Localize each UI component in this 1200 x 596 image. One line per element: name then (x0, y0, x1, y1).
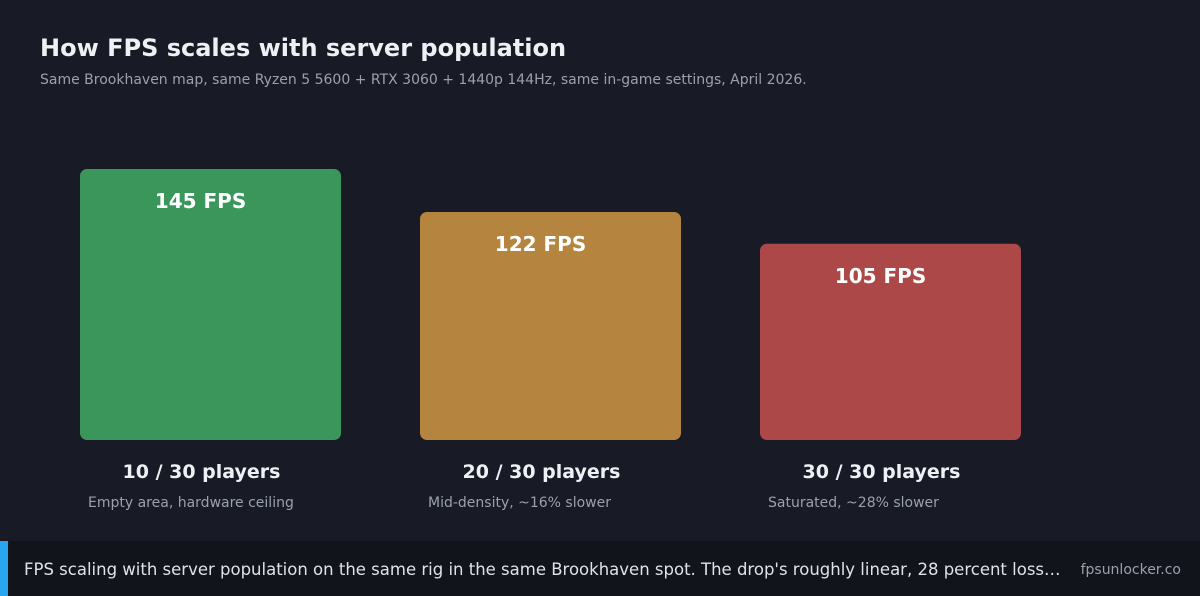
caption-text: FPS scaling with server population on th… (24, 560, 1064, 579)
caption-accent-bar (0, 541, 8, 596)
bar-chart: 145 FPS 10 / 30 players Empty area, hardwa… (80, 169, 1021, 511)
bar-3 (760, 243, 1021, 440)
value-label-3: 105 FPS (835, 264, 926, 288)
category-label-1: 10 / 30 players (123, 461, 281, 483)
category-description-2: Mid-density, ~16% slower (428, 495, 611, 511)
chart-subtitle: Same Brookhaven map, same Ryzen 5 5600 +… (40, 72, 807, 88)
bar-1 (80, 169, 341, 440)
value-label-1: 145 FPS (155, 189, 246, 213)
category-label-2: 20 / 30 players (463, 461, 621, 483)
value-label-2: 122 FPS (495, 232, 586, 256)
site-link[interactable]: fpsunlocker.co (1080, 562, 1181, 578)
category-label-3: 30 / 30 players (803, 461, 961, 483)
caption-bar: FPS scaling with server population on th… (0, 541, 1200, 596)
bar-2 (420, 211, 681, 440)
category-description-1: Empty area, hardware ceiling (88, 495, 294, 511)
category-description-3: Saturated, ~28% slower (768, 495, 939, 511)
chart-title: How FPS scales with server population (40, 34, 567, 62)
